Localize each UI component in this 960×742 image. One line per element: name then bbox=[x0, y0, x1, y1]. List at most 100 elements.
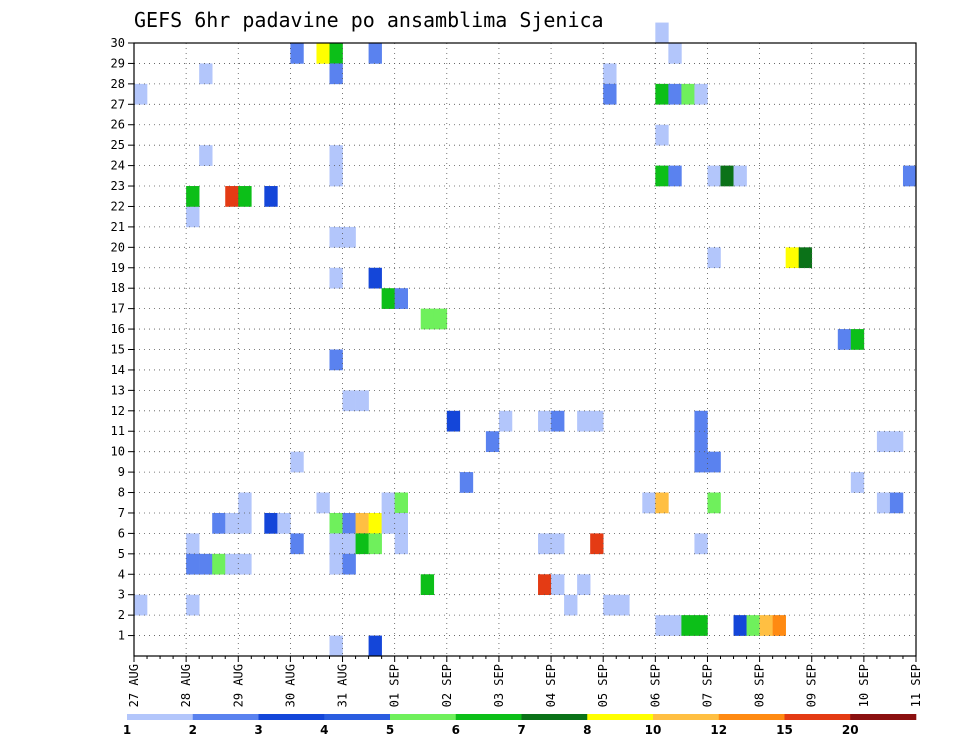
precip-cell bbox=[186, 553, 200, 575]
precip-cell bbox=[238, 186, 252, 207]
y-tick-label: 14 bbox=[111, 363, 125, 377]
precip-cell bbox=[603, 83, 617, 105]
precip-cell bbox=[329, 553, 343, 575]
precip-cell bbox=[329, 512, 343, 534]
precip-cell bbox=[433, 308, 448, 330]
colorbar-swatch bbox=[850, 714, 917, 720]
precip-cell bbox=[655, 492, 669, 514]
precip-cell bbox=[538, 574, 552, 595]
x-tick-label: 04 SEP bbox=[544, 664, 558, 707]
precip-cell bbox=[733, 615, 747, 636]
precip-cell bbox=[329, 533, 343, 555]
precip-cell bbox=[642, 492, 656, 514]
precip-cell bbox=[694, 83, 708, 105]
precip-cell bbox=[485, 431, 500, 452]
y-tick-label: 12 bbox=[111, 404, 125, 418]
precip-cell bbox=[902, 165, 917, 187]
x-tick-label: 29 AUG bbox=[231, 664, 245, 707]
x-tick-label: 30 AUG bbox=[283, 664, 297, 707]
precip-cell bbox=[876, 492, 891, 514]
precip-cell bbox=[199, 553, 213, 575]
precip-cell bbox=[238, 492, 252, 514]
precip-cell bbox=[668, 165, 682, 187]
precip-cell bbox=[694, 615, 708, 636]
precip-cell bbox=[616, 594, 630, 616]
precip-cell bbox=[368, 512, 382, 534]
precip-cell bbox=[342, 390, 356, 412]
precip-cell bbox=[681, 615, 695, 636]
y-tick-label: 28 bbox=[111, 77, 125, 91]
precip-cell bbox=[772, 615, 786, 636]
precip-cell bbox=[186, 186, 200, 207]
precip-cell bbox=[694, 533, 708, 555]
precip-cell bbox=[590, 533, 604, 555]
precip-cell bbox=[290, 43, 304, 64]
y-axis: 1234567891011121314151617181920212223242… bbox=[111, 36, 134, 643]
colorbar-label: 10 bbox=[645, 723, 662, 737]
precip-cell bbox=[459, 472, 474, 493]
precip-cell bbox=[342, 533, 356, 555]
precip-cell bbox=[186, 206, 200, 228]
precip-cell bbox=[342, 226, 356, 248]
x-tick-label: 03 SEP bbox=[492, 664, 506, 707]
x-tick-label: 27 AUG bbox=[127, 664, 141, 707]
precip-cell bbox=[498, 410, 513, 432]
y-tick-label: 24 bbox=[111, 159, 125, 173]
colorbar-label: 5 bbox=[386, 723, 394, 737]
precip-cell bbox=[264, 512, 278, 534]
precip-cell bbox=[681, 83, 695, 105]
y-tick-label: 25 bbox=[111, 138, 125, 152]
precip-cell bbox=[368, 267, 382, 289]
precip-cell bbox=[850, 472, 865, 493]
precip-cell bbox=[355, 533, 369, 555]
colorbar-label: 3 bbox=[254, 723, 262, 737]
y-tick-label: 1 bbox=[118, 629, 125, 643]
y-tick-label: 7 bbox=[118, 506, 125, 520]
precip-cell bbox=[420, 308, 435, 330]
precip-cell bbox=[746, 615, 760, 636]
y-tick-label: 5 bbox=[118, 547, 125, 561]
x-tick-label: 07 SEP bbox=[700, 664, 714, 707]
precip-cell bbox=[381, 512, 395, 534]
precip-cell bbox=[329, 145, 343, 166]
x-tick-label: 06 SEP bbox=[648, 664, 662, 707]
precip-cell bbox=[277, 512, 291, 534]
precip-cell bbox=[668, 43, 682, 64]
x-tick-label: 01 SEP bbox=[388, 664, 402, 707]
precip-cell bbox=[590, 410, 604, 432]
colorbar-swatch bbox=[653, 714, 720, 720]
y-tick-label: 26 bbox=[111, 118, 125, 132]
precip-cell bbox=[655, 22, 669, 44]
precip-cell bbox=[238, 512, 252, 534]
colorbar-label: 4 bbox=[320, 723, 328, 737]
precip-cell bbox=[707, 247, 721, 269]
chart-title: GEFS 6hr padavine po ansamblima Sjenica bbox=[134, 8, 604, 32]
precip-cell bbox=[889, 492, 904, 514]
colorbar-swatch bbox=[521, 714, 588, 720]
precip-cell bbox=[538, 410, 552, 432]
precip-cell bbox=[668, 615, 682, 636]
precip-cell bbox=[329, 349, 343, 371]
colorbar-swatch bbox=[587, 714, 654, 720]
y-tick-label: 18 bbox=[111, 281, 125, 295]
precip-cell bbox=[798, 247, 813, 269]
precip-cell bbox=[316, 492, 330, 514]
precip-cell bbox=[603, 63, 617, 85]
y-tick-label: 8 bbox=[118, 486, 125, 500]
precip-cell bbox=[290, 533, 304, 555]
precip-cell bbox=[225, 553, 239, 575]
precip-cell bbox=[212, 512, 226, 534]
colorbar-swatch bbox=[784, 714, 851, 720]
colorbar-swatch bbox=[258, 714, 325, 720]
x-axis: 27 AUG 28 AUG 29 AUG 30 AUG 31 AUG 01 SEP 02 S… bbox=[127, 656, 923, 707]
precip-cell bbox=[668, 83, 682, 105]
colorbar-swatch bbox=[192, 714, 259, 720]
colorbar-label: 6 bbox=[452, 723, 460, 737]
precip-cell bbox=[368, 635, 382, 657]
precip-cell bbox=[381, 492, 395, 514]
y-tick-label: 6 bbox=[118, 526, 125, 540]
y-tick-label: 16 bbox=[111, 322, 125, 336]
precip-cell bbox=[551, 533, 565, 555]
colorbar-swatch bbox=[324, 714, 391, 720]
